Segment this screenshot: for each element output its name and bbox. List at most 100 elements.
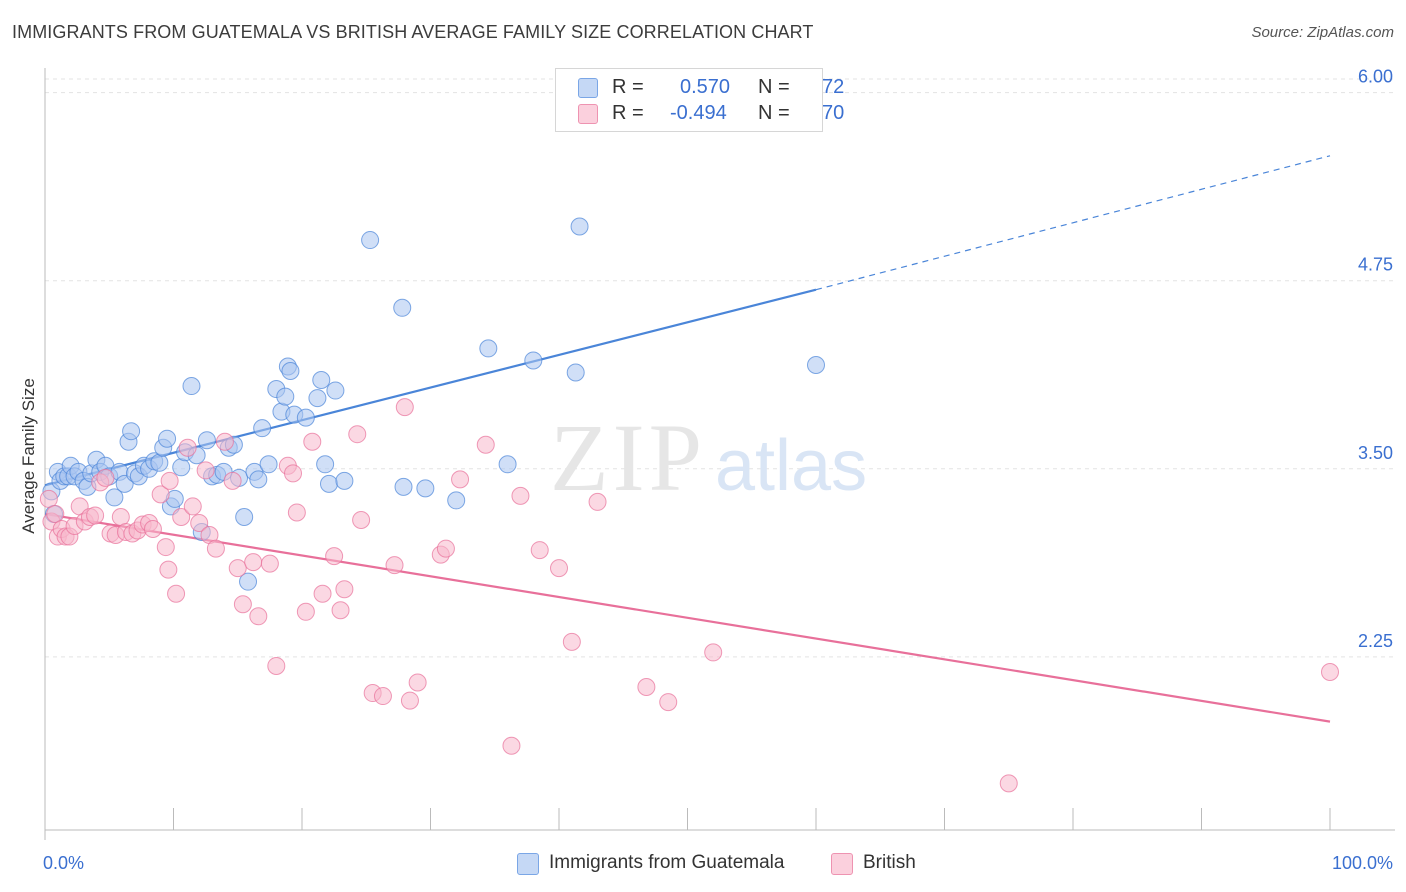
trend-line-extension-0: [815, 155, 1331, 291]
guatemala-point: [479, 339, 498, 358]
guatemala-point: [239, 572, 258, 591]
british-point: [151, 485, 170, 504]
guatemala-point: [150, 453, 169, 472]
british-point: [159, 560, 178, 579]
british-point: [156, 538, 175, 557]
y-tick-label: 6.00: [1358, 67, 1393, 87]
british-point: [296, 602, 315, 621]
x-tick-label: 100.0%: [1332, 853, 1393, 873]
guatemala-point: [807, 355, 825, 374]
british-point: [303, 432, 322, 451]
trend-line-0: [44, 288, 817, 487]
british-point: [206, 539, 225, 558]
trend-lines: [44, 155, 1331, 723]
british-point: [335, 580, 354, 599]
x-tick-label: 0.0%: [43, 853, 84, 873]
british-point: [267, 656, 286, 675]
guatemala-point: [122, 422, 141, 441]
y-tick-label: 3.50: [1358, 443, 1393, 463]
british-point: [331, 601, 350, 620]
british-point: [659, 693, 678, 712]
guatemala-point: [447, 491, 466, 510]
guatemala-point: [182, 377, 201, 396]
watermark: ZIP atlas: [550, 404, 867, 511]
legend-n-label: N =: [758, 76, 790, 98]
british-point: [325, 547, 344, 566]
guatemala-point: [276, 387, 295, 406]
guatemala-point: [235, 507, 254, 526]
british-point: [160, 471, 179, 490]
british-point: [562, 632, 581, 651]
british-point: [167, 584, 186, 603]
british-point: [233, 595, 252, 614]
trend-line-1: [44, 512, 1331, 723]
british-point: [86, 506, 105, 525]
legend-swatch-guatemala: [517, 853, 539, 875]
british-point: [143, 520, 162, 539]
legend-r-value: -0.494: [670, 102, 727, 124]
axes: [44, 68, 1395, 840]
watermark-zip: ZIP: [550, 404, 706, 511]
guatemala-point: [416, 479, 435, 498]
british-point: [408, 673, 427, 692]
guatemala-point: [524, 351, 543, 370]
guatemala-point: [259, 455, 278, 474]
chart-title: IMMIGRANTS FROM GUATEMALA VS BRITISH AVE…: [12, 22, 814, 42]
british-point: [588, 492, 607, 511]
legend-swatch-british: [831, 853, 853, 875]
british-point: [183, 497, 202, 516]
british-point: [39, 489, 58, 508]
guatemala-point: [316, 455, 335, 474]
axis-labels: 2.25 3.50 4.75 6.00 0.0% 100.0% Average Family…: [19, 67, 1393, 873]
british-point: [196, 461, 215, 480]
british-point: [385, 556, 404, 575]
british-point: [999, 774, 1018, 793]
legend-swatch-guatemala: [578, 78, 598, 98]
gridlines: [45, 78, 1395, 658]
guatemala-point: [308, 389, 327, 408]
british-point: [284, 464, 303, 483]
british-point: [550, 559, 568, 578]
guatemala-point: [394, 477, 413, 496]
legend-n-value: 70: [822, 102, 845, 124]
guatemala-point: [566, 363, 585, 382]
british-point: [373, 687, 392, 706]
british-point: [172, 507, 191, 526]
legend-r-value: 0.570: [680, 76, 731, 98]
guatemala-point: [105, 488, 124, 507]
british-point: [348, 425, 367, 444]
british-point: [502, 736, 521, 755]
legend-r-label: R =: [612, 76, 644, 98]
british-point: [395, 398, 414, 417]
british-point: [352, 510, 371, 529]
british-point: [46, 504, 65, 523]
legend-n-value: 72: [822, 76, 845, 98]
british-point: [96, 468, 115, 487]
guatemala-point: [158, 429, 177, 448]
y-tick-label: 2.25: [1358, 631, 1393, 651]
british-point: [260, 554, 279, 573]
guatemala-point: [570, 217, 589, 236]
british-point: [228, 559, 247, 578]
british-point: [637, 678, 656, 697]
british-point: [400, 691, 419, 710]
british-point: [244, 553, 263, 572]
guatemala-point: [319, 474, 338, 493]
guatemala-point: [281, 361, 300, 380]
british-point: [111, 507, 130, 526]
data-points: [39, 217, 1339, 793]
british-point: [215, 432, 234, 451]
correlation-legend: R = 0.570 N = 72 R = -0.494 N = 70: [555, 68, 844, 132]
british-point: [436, 539, 455, 558]
y-axis-title: Average Family Size: [19, 378, 38, 534]
guatemala-point: [296, 408, 315, 427]
british-point: [530, 541, 549, 560]
legend-label-british: British: [863, 852, 916, 873]
british-point: [704, 643, 723, 662]
legend-n-label: N =: [758, 102, 790, 124]
british-point: [511, 486, 530, 505]
british-point: [178, 438, 197, 457]
british-point: [451, 470, 470, 489]
guatemala-point: [197, 431, 216, 450]
